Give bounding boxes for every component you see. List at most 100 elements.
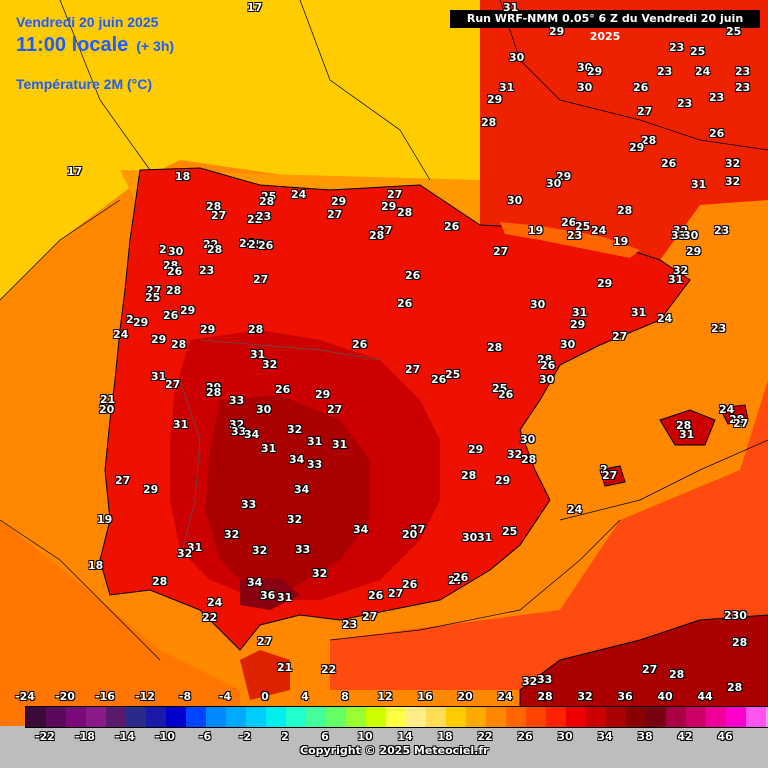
temperature-label: 26	[444, 220, 460, 233]
temperature-label: 32	[725, 157, 741, 170]
temperature-label: 32	[673, 264, 689, 277]
temperature-label: 29	[315, 388, 331, 401]
temperature-label: 28	[727, 681, 743, 694]
temperature-label: 29	[151, 333, 167, 346]
temperature-label: 29	[556, 170, 572, 183]
variable-title: Température 2M (°C)	[16, 76, 153, 92]
temperature-label: 33	[295, 543, 311, 556]
legend-swatch	[706, 707, 726, 727]
temperature-label: 28	[617, 204, 633, 217]
temperature-label: 23	[199, 264, 215, 277]
legend-swatch	[726, 707, 746, 727]
temperature-label: 29	[487, 93, 503, 106]
legend-swatch	[306, 707, 326, 727]
legend-swatch	[626, 707, 646, 727]
temperature-label: 27	[387, 188, 403, 201]
legend-tick: 36	[617, 690, 633, 703]
legend-tick: 44	[697, 690, 713, 703]
temperature-label: 29	[200, 323, 216, 336]
temperature-label: 34	[353, 523, 369, 536]
temperature-label: 28	[732, 636, 748, 649]
temperature-label: 28	[206, 386, 222, 399]
temperature-label: 25	[445, 368, 461, 381]
legend-tick: 22	[477, 730, 493, 743]
temperature-label: 27	[257, 635, 273, 648]
temperature-label: 27	[493, 245, 509, 258]
legend-tick: 30	[557, 730, 573, 743]
temperature-label: 28	[669, 668, 685, 681]
temperature-label: 31	[631, 306, 647, 319]
temperature-label: 19	[528, 224, 544, 237]
temperature-label: 30	[168, 245, 184, 258]
temperature-label: 23	[567, 229, 583, 242]
temperature-label: 27	[327, 403, 343, 416]
temperature-label: 30	[256, 403, 272, 416]
temperature-label: 23	[677, 97, 693, 110]
temperature-label: 26	[709, 127, 725, 140]
legend-swatch	[146, 707, 166, 727]
temperature-label: 30	[462, 531, 478, 544]
temperature-label: 30	[539, 373, 555, 386]
temperature-label: 25	[502, 525, 518, 538]
legend-tick: 34	[597, 730, 613, 743]
temperature-label: 29	[133, 316, 149, 329]
temperature-label: 25	[492, 382, 508, 395]
atlantic-north	[0, 0, 480, 300]
temperature-label: 23	[735, 81, 751, 94]
temperature-label: 32	[224, 528, 240, 541]
temperature-label: 28	[369, 229, 385, 242]
legend-tick: -24	[15, 690, 35, 703]
legend-swatch	[606, 707, 626, 727]
temperature-label: 19	[97, 513, 113, 526]
legend-swatch	[486, 707, 506, 727]
temperature-label: 29	[587, 65, 603, 78]
temperature-label: 30	[560, 338, 576, 351]
temperature-label: 27	[410, 523, 426, 536]
temperature-label: 28	[641, 134, 657, 147]
temperature-label: 23	[711, 322, 727, 335]
temperature-label: 22	[321, 663, 337, 676]
border-line	[179, 379, 201, 561]
temperature-label: 32	[177, 547, 193, 560]
temperature-label: 26	[405, 269, 421, 282]
france-land	[480, 0, 768, 260]
temperature-label: 27	[612, 330, 628, 343]
temperature-label: 24	[719, 403, 735, 416]
temperature-label: 29	[629, 141, 645, 154]
temperature-label: 27	[115, 474, 131, 487]
temperature-label: 24	[567, 503, 583, 516]
temperature-label: 25	[248, 238, 264, 251]
temperature-label: 27	[388, 587, 404, 600]
temperature-label: 20	[99, 403, 115, 416]
color-legend	[25, 706, 768, 728]
legend-tick: -16	[95, 690, 115, 703]
temperature-label: 30	[520, 433, 536, 446]
legend-swatch	[646, 707, 666, 727]
temperature-label: 34	[244, 428, 260, 441]
border-line	[199, 339, 381, 361]
legend-swatch	[326, 707, 346, 727]
temperature-label: 17	[67, 165, 83, 178]
legend-bottom-ticks: -22 -18 -14 -10 -6 -2 2 6 10 14 18 22 26 30 34 38 42 46	[0, 730, 768, 744]
legend-swatch	[386, 707, 406, 727]
temperature-label: 31	[307, 435, 323, 448]
forecast-time: 11:00 locale (+ 3h)	[16, 34, 174, 57]
temperature-label: 31	[151, 370, 167, 383]
legend-swatch	[86, 707, 106, 727]
temperature-label: 31	[572, 306, 588, 319]
temperature-label: 27	[362, 610, 378, 623]
contour-line	[0, 199, 121, 301]
legend-swatch	[746, 707, 766, 727]
legend-tick: 24	[497, 690, 513, 703]
temperature-label: 34	[289, 453, 305, 466]
forecast-offset: (+ 3h)	[136, 38, 175, 54]
contour-line	[499, 0, 768, 151]
legend-tick: 42	[677, 730, 693, 743]
temperature-label: 23	[709, 91, 725, 104]
legend-swatch	[266, 707, 286, 727]
temperature-label: 27	[377, 224, 393, 237]
legend-tick: 4	[301, 690, 309, 703]
temperature-label: 23	[735, 65, 751, 78]
run-info-bar: Run WRF-NMM 0.05° 6 Z du Vendredi 20 jui…	[450, 10, 760, 43]
temperature-label: 24	[113, 328, 129, 341]
